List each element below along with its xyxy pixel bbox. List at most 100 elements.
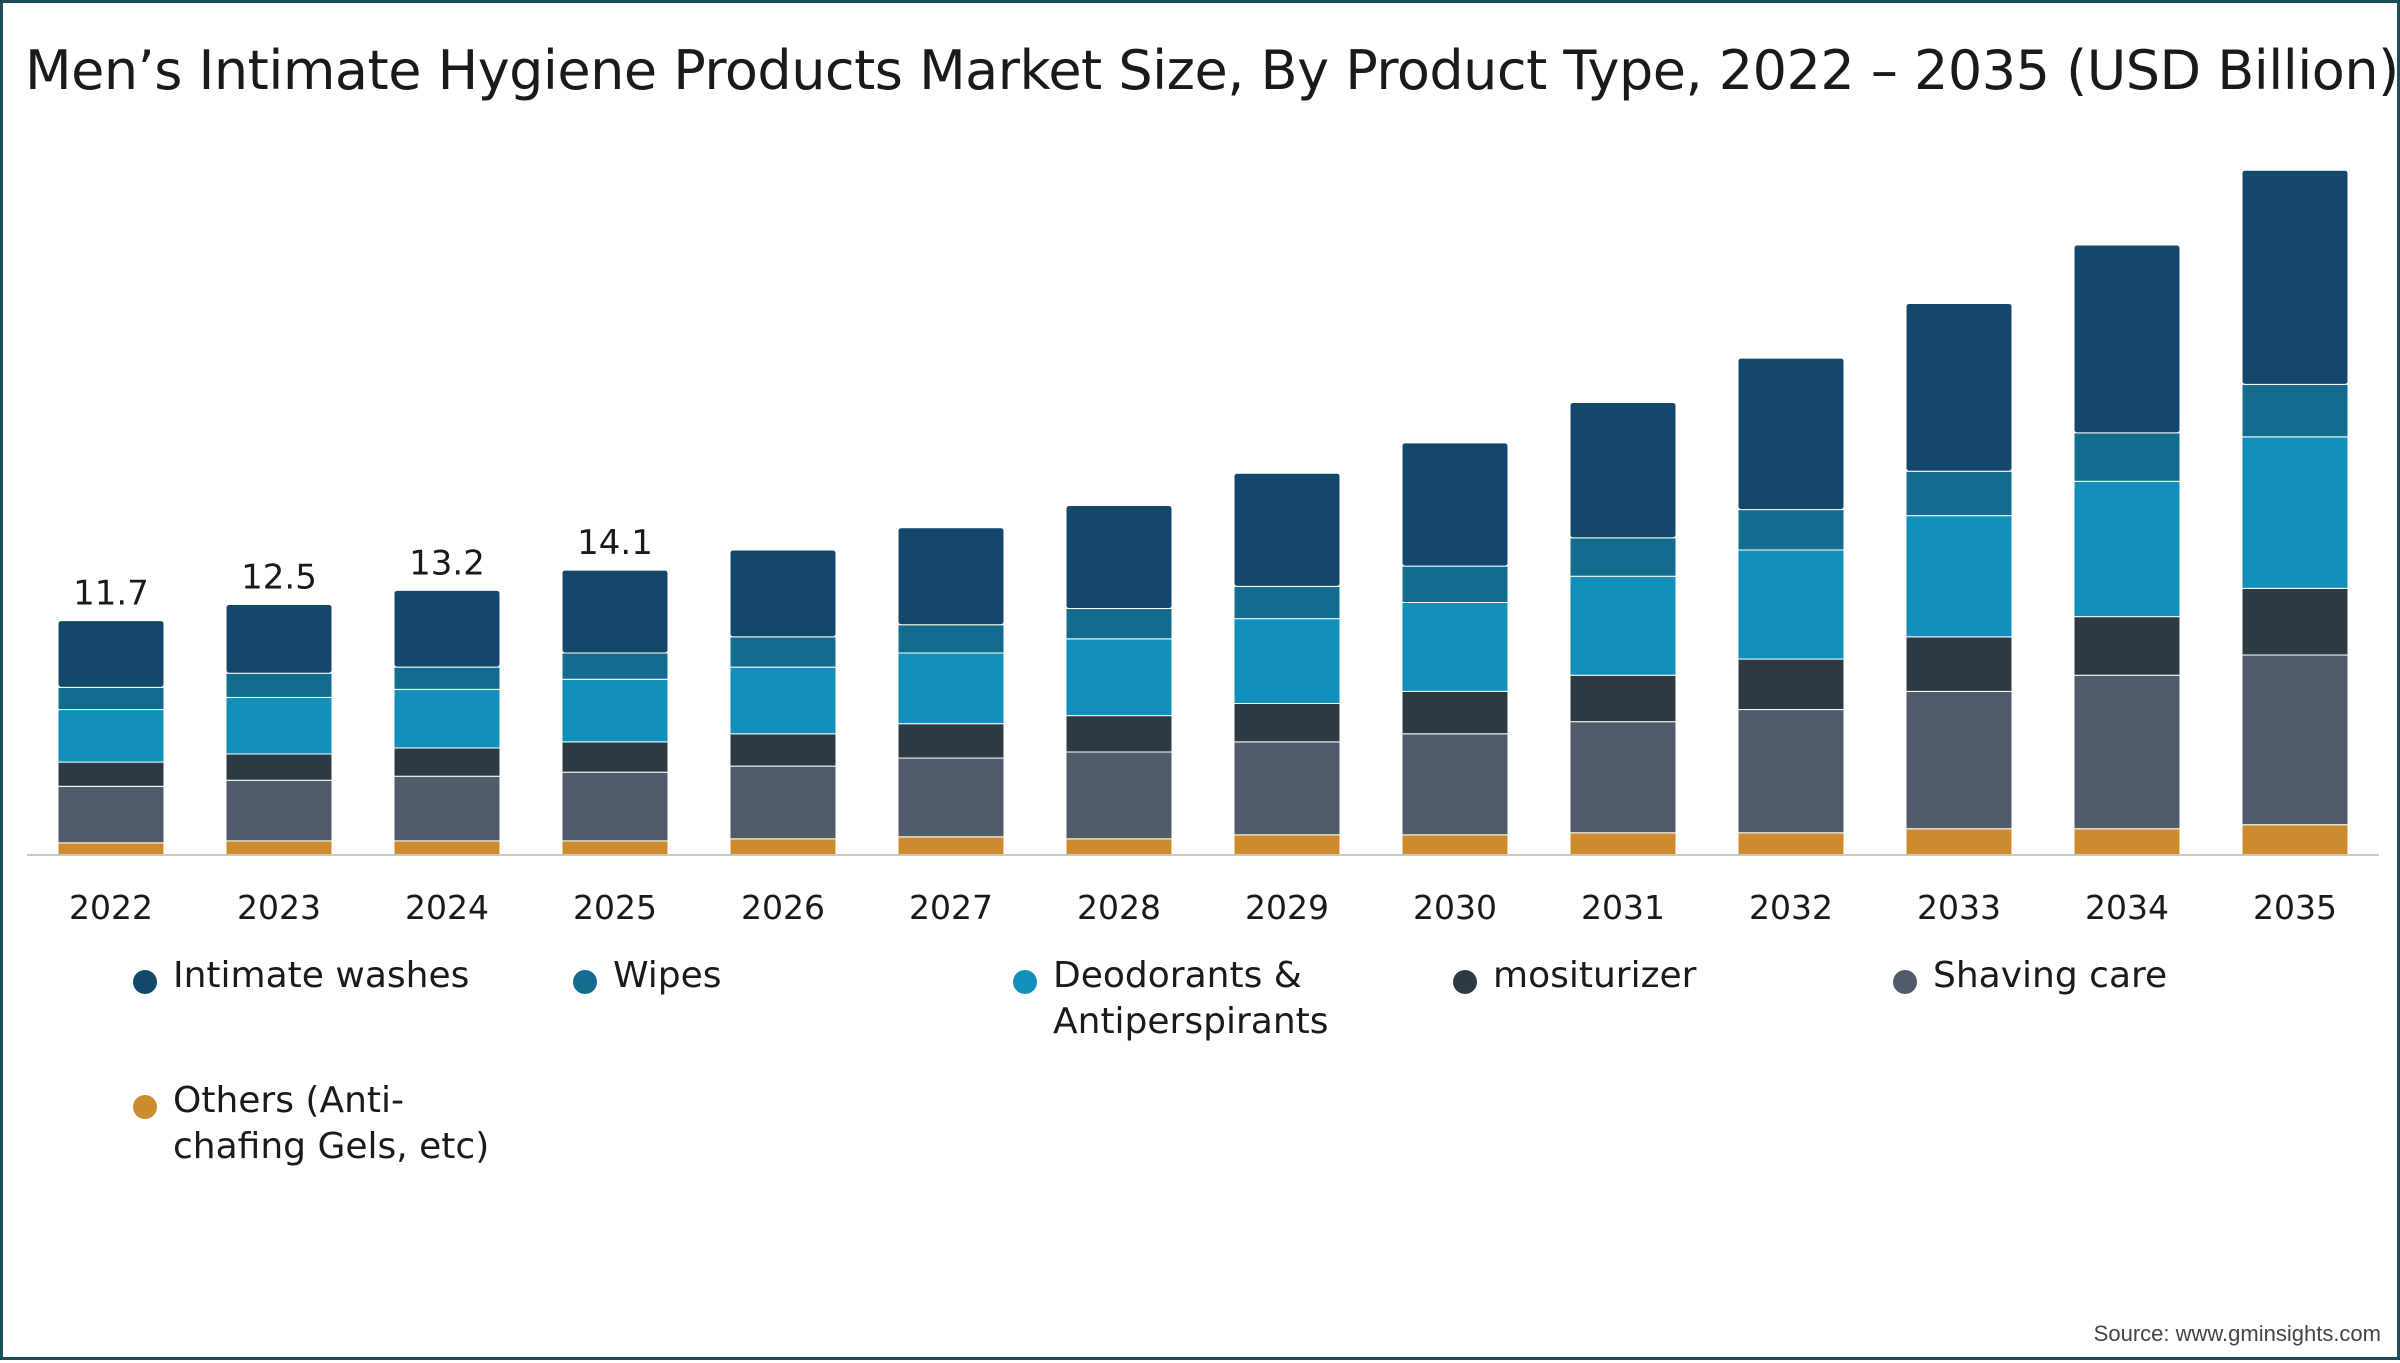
- bar-segment-2033-2[interactable]: [1905, 636, 2013, 692]
- bar-segment-2031-4[interactable]: [1569, 537, 1677, 577]
- bar-segment-2027-1[interactable]: [897, 757, 1005, 838]
- bar-total-label: 12.5: [241, 558, 317, 598]
- bar-segment-2025-1[interactable]: [561, 771, 669, 842]
- bar-segment-2023-2[interactable]: [225, 753, 333, 781]
- bar-segment-2033-4[interactable]: [1905, 470, 2013, 517]
- bar-segment-2025-0[interactable]: [561, 840, 669, 856]
- bar-segment-2024-0[interactable]: [393, 840, 501, 856]
- bar-segment-2032-1[interactable]: [1737, 709, 1845, 834]
- bar-segment-2030-1[interactable]: [1401, 733, 1509, 836]
- bar-segment-2033-1[interactable]: [1905, 690, 2013, 830]
- bar-segment-2029-2[interactable]: [1233, 703, 1341, 743]
- bar-segment-2022-4[interactable]: [57, 686, 165, 711]
- bar-segment-2027-4[interactable]: [897, 624, 1005, 654]
- bar-segment-2024-5[interactable]: [393, 589, 501, 668]
- bar-segment-2027-5[interactable]: [897, 527, 1005, 626]
- bar-segment-2030-3[interactable]: [1401, 602, 1509, 692]
- legend-item-others[interactable]: Others (Anti- chafing Gels, etc): [133, 1078, 489, 1170]
- x-tick-label: 2035: [2253, 888, 2337, 927]
- bar-segment-2035-1[interactable]: [2241, 654, 2349, 826]
- bar-segment-2025-3[interactable]: [561, 678, 669, 743]
- bar-segment-2022-1[interactable]: [57, 785, 165, 844]
- bar-segment-2031-1[interactable]: [1569, 721, 1677, 834]
- bar-segment-2035-0[interactable]: [2241, 824, 2349, 856]
- bar-segment-2028-3[interactable]: [1065, 638, 1173, 717]
- bar-segment-2030-2[interactable]: [1401, 690, 1509, 735]
- legend-item-intimate-washes[interactable]: Intimate washes: [133, 953, 469, 999]
- bar-segment-2026-2[interactable]: [729, 733, 837, 767]
- bar-segment-2027-0[interactable]: [897, 836, 1005, 856]
- bar-segment-2030-0[interactable]: [1401, 834, 1509, 856]
- legend: Intimate washes Wipes Deodorants & Antip…: [133, 953, 2333, 1183]
- bar-segment-2023-1[interactable]: [225, 779, 333, 842]
- bar-segment-2032-2[interactable]: [1737, 658, 1845, 711]
- legend-item-mositurizer[interactable]: mositurizer: [1453, 953, 1696, 999]
- bar-segment-2022-5[interactable]: [57, 620, 165, 688]
- legend-item-shaving-care[interactable]: Shaving care: [1893, 953, 2167, 999]
- bar-segment-2023-5[interactable]: [225, 604, 333, 674]
- bar-segment-2034-1[interactable]: [2073, 674, 2181, 830]
- bar-segment-2024-1[interactable]: [393, 775, 501, 842]
- bar-segment-2034-4[interactable]: [2073, 432, 2181, 482]
- bar-segment-2024-4[interactable]: [393, 666, 501, 690]
- bar-segment-2034-3[interactable]: [2073, 480, 2181, 618]
- legend-swatch: [1013, 970, 1037, 994]
- bar-segment-2026-0[interactable]: [729, 838, 837, 856]
- bar-segment-2033-3[interactable]: [1905, 515, 2013, 638]
- bar-segment-2024-3[interactable]: [393, 688, 501, 749]
- x-tick-label: 2026: [741, 888, 825, 927]
- source-note: Source: www.gminsights.com: [2093, 1321, 2381, 1346]
- bar-segment-2032-4[interactable]: [1737, 509, 1845, 551]
- bar-segment-2026-1[interactable]: [729, 765, 837, 840]
- bar-segment-2032-3[interactable]: [1737, 549, 1845, 660]
- bar-segment-2029-5[interactable]: [1233, 472, 1341, 587]
- legend-item-wipes[interactable]: Wipes: [573, 953, 722, 999]
- bar-segment-2029-0[interactable]: [1233, 834, 1341, 856]
- legend-item-deodorants[interactable]: Deodorants & Antiperspirants: [1013, 953, 1329, 1045]
- bar-segment-2026-3[interactable]: [729, 666, 837, 735]
- bar-segment-2023-4[interactable]: [225, 672, 333, 698]
- bar-segment-2028-1[interactable]: [1065, 751, 1173, 840]
- bar-segment-2030-4[interactable]: [1401, 565, 1509, 604]
- bar-segment-2029-1[interactable]: [1233, 741, 1341, 836]
- bar-segment-2031-3[interactable]: [1569, 575, 1677, 676]
- bar-segment-2025-5[interactable]: [561, 569, 669, 654]
- bar-segment-2028-2[interactable]: [1065, 715, 1173, 753]
- bar-segment-2035-2[interactable]: [2241, 587, 2349, 656]
- bar-segment-2025-2[interactable]: [561, 741, 669, 773]
- bar-segment-2029-4[interactable]: [1233, 585, 1341, 620]
- bar-segment-2031-2[interactable]: [1569, 674, 1677, 723]
- legend-label: mositurizer: [1493, 955, 1697, 996]
- bar-segment-2030-5[interactable]: [1401, 442, 1509, 567]
- bar-segment-2035-5[interactable]: [2241, 169, 2349, 385]
- bar-segment-2033-5[interactable]: [1905, 303, 2013, 472]
- bar-segment-2023-0[interactable]: [225, 840, 333, 856]
- bar-segment-2032-5[interactable]: [1737, 357, 1845, 511]
- bar-segment-2032-0[interactable]: [1737, 832, 1845, 856]
- bar-segment-2022-3[interactable]: [57, 709, 165, 763]
- bar-segment-2028-5[interactable]: [1065, 505, 1173, 610]
- bar-segment-2022-2[interactable]: [57, 761, 165, 787]
- bar-segment-2025-4[interactable]: [561, 652, 669, 680]
- bar-segment-2035-4[interactable]: [2241, 383, 2349, 438]
- bar-segment-2031-0[interactable]: [1569, 832, 1677, 856]
- legend-label: Intimate washes: [173, 955, 470, 996]
- bar-segment-2034-5[interactable]: [2073, 244, 2181, 434]
- bar-segment-2029-3[interactable]: [1233, 618, 1341, 704]
- bar-segment-2034-0[interactable]: [2073, 828, 2181, 856]
- bar-segment-2026-5[interactable]: [729, 549, 837, 638]
- bar-segment-2023-3[interactable]: [225, 696, 333, 755]
- bar-segment-2027-3[interactable]: [897, 652, 1005, 725]
- bar-segment-2024-2[interactable]: [393, 747, 501, 777]
- bar-segment-2031-5[interactable]: [1569, 402, 1677, 539]
- bar-segment-2033-0[interactable]: [1905, 828, 2013, 856]
- bar-segment-2034-2[interactable]: [2073, 616, 2181, 676]
- bar-segment-2035-3[interactable]: [2241, 436, 2349, 589]
- bar-segment-2028-0[interactable]: [1065, 838, 1173, 856]
- bar-segment-2026-4[interactable]: [729, 636, 837, 668]
- legend-label: Others (Anti- chafing Gels, etc): [173, 1080, 490, 1167]
- bar-segment-2027-2[interactable]: [897, 723, 1005, 759]
- bar-segment-2022-0[interactable]: [57, 842, 165, 856]
- bar-segment-2028-4[interactable]: [1065, 608, 1173, 640]
